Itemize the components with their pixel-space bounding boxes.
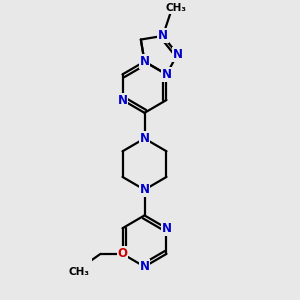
Text: N: N: [140, 183, 149, 196]
Text: CH₃: CH₃: [165, 3, 186, 14]
Text: N: N: [118, 94, 128, 106]
Text: N: N: [161, 68, 172, 81]
Text: O: O: [118, 248, 128, 260]
Text: N: N: [172, 48, 182, 61]
Text: N: N: [140, 55, 149, 68]
Text: N: N: [140, 132, 149, 145]
Text: N: N: [161, 222, 172, 235]
Text: N: N: [140, 260, 149, 273]
Text: CH₃: CH₃: [68, 267, 89, 277]
Text: N: N: [158, 29, 168, 42]
